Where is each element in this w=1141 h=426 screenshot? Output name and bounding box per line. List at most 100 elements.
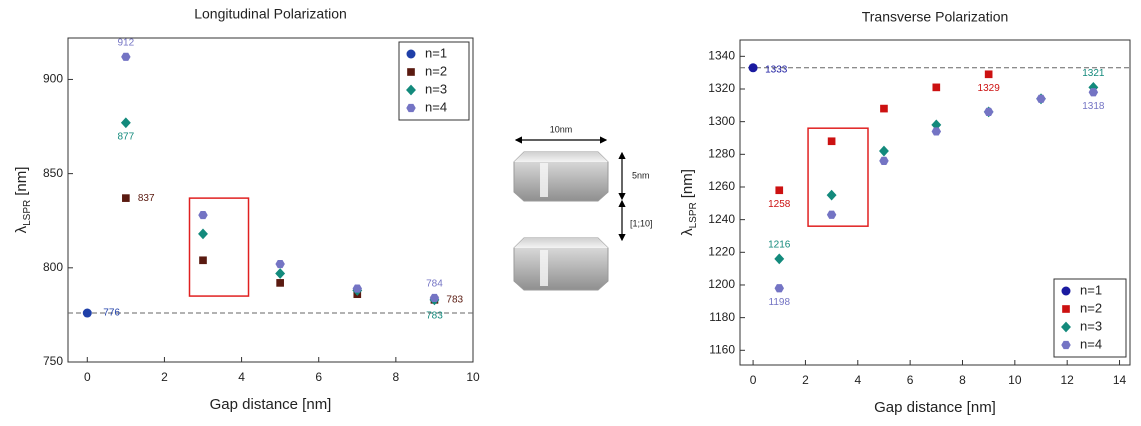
x-tick-label: 8 <box>959 373 966 387</box>
y-tick-label: 1200 <box>708 277 735 291</box>
x-tick-label: 2 <box>161 370 168 384</box>
value-label: 783 <box>446 294 463 305</box>
data-point <box>1088 81 1099 93</box>
legend-marker <box>406 49 416 59</box>
value-label: 1321 <box>1082 68 1105 79</box>
y-tick-label: 1300 <box>708 114 735 128</box>
legend-label: n=1 <box>425 45 447 60</box>
legend-marker <box>1061 321 1071 333</box>
x-tick-label: 0 <box>84 370 91 384</box>
gap-label: [1;10] <box>630 218 653 228</box>
y-axis-label-part: LSPR <box>22 200 33 226</box>
y-tick-label: 1340 <box>708 49 735 63</box>
y-axis-label-part: LSPR <box>688 202 699 228</box>
y-tick-label: 1280 <box>708 146 735 160</box>
data-point <box>1036 94 1046 103</box>
x-tick-label: 10 <box>466 370 480 384</box>
y-tick-label: 1160 <box>709 342 735 356</box>
height-label: 5nm <box>632 170 650 180</box>
value-label: 1333 <box>765 64 788 75</box>
legend-marker <box>407 68 415 76</box>
data-point <box>931 127 942 136</box>
value-label: 1216 <box>768 239 791 250</box>
legend-label: n=4 <box>1080 336 1102 351</box>
value-label: 912 <box>118 37 135 48</box>
value-label: 783 <box>426 310 443 321</box>
x-tick-label: 8 <box>393 370 400 384</box>
x-tick-label: 10 <box>1008 373 1022 387</box>
data-point <box>774 284 784 293</box>
data-point <box>276 279 284 287</box>
data-point <box>879 145 889 157</box>
y-tick-label: 1240 <box>708 212 735 226</box>
data-point <box>932 83 941 92</box>
y-axis-label-part: [nm] <box>13 167 30 196</box>
y-axis-label: λLSPR [nm] <box>679 169 699 236</box>
x-tick-label: 6 <box>315 370 322 384</box>
lower-particle <box>513 237 609 291</box>
x-tick-label: 2 <box>802 373 809 387</box>
value-label: 1329 <box>978 83 1001 94</box>
y-tick-label: 850 <box>43 166 63 180</box>
data-point <box>983 107 994 116</box>
legend-marker <box>1061 340 1071 350</box>
plot-frame <box>67 37 474 363</box>
data-point <box>748 63 758 73</box>
y-axis-label: λLSPR [nm] <box>13 167 33 234</box>
data-point <box>774 253 785 265</box>
y-tick-label: 1220 <box>708 244 735 258</box>
data-point <box>984 70 993 79</box>
data-point <box>120 117 131 129</box>
x-tick-label: 4 <box>854 373 861 387</box>
x-axis-label: Gap distance [nm] <box>874 399 996 416</box>
y-tick-label: 800 <box>43 260 63 274</box>
chart-title: Longitudinal Polarization <box>194 6 347 22</box>
value-label: 1318 <box>1082 101 1105 112</box>
value-label: 1258 <box>768 199 791 210</box>
chart-title: Transverse Polarization <box>862 9 1009 25</box>
highlight-box <box>807 127 869 227</box>
width-label: 10nm <box>550 124 573 134</box>
y-tick-label: 1180 <box>709 310 735 324</box>
data-point <box>880 104 888 113</box>
y-axis-label-part: λ <box>679 228 696 236</box>
value-label: 877 <box>118 131 135 142</box>
value-label: 776 <box>103 308 120 319</box>
data-point <box>826 189 837 201</box>
scatter-chart: Longitudinal Polarization 0 2 4 6 8 10 750 800 85… <box>13 6 480 413</box>
highlight-box <box>188 197 250 297</box>
data-point <box>121 52 131 61</box>
x-axis-label: Gap distance [nm] <box>210 396 332 413</box>
data-point <box>122 194 130 202</box>
x-tick-label: 12 <box>1061 373 1075 387</box>
legend-marker <box>1061 286 1071 296</box>
y-axis-label-part: [nm] <box>679 169 696 198</box>
data-point <box>826 210 837 219</box>
x-tick-label: 0 <box>750 373 757 387</box>
legend-marker <box>406 103 416 113</box>
value-label: 1198 <box>769 297 791 308</box>
upper-particle <box>513 151 609 202</box>
legend-label: n=1 <box>1080 282 1102 297</box>
data-point <box>275 259 285 269</box>
legend-label: n=3 <box>425 81 447 96</box>
legend-label: n=3 <box>1080 318 1102 333</box>
legend-label: n=2 <box>425 63 447 78</box>
legend-label: n=4 <box>425 99 447 114</box>
data-point <box>198 210 208 220</box>
y-tick-label: 900 <box>43 72 63 86</box>
plot-frame <box>739 39 1131 366</box>
x-tick-label: 4 <box>238 370 245 384</box>
nanoparticle-diagram: 10nm 5nm [1;10] <box>513 124 653 291</box>
data-point <box>199 256 207 265</box>
y-axis-label-part: λ <box>13 225 30 233</box>
legend-marker <box>1062 305 1070 313</box>
data-point <box>879 156 889 165</box>
data-point <box>82 308 92 318</box>
x-tick-label: 14 <box>1113 373 1127 387</box>
x-tick-label: 6 <box>907 373 914 387</box>
value-label: 784 <box>426 279 443 290</box>
data-point <box>275 268 286 279</box>
value-label: 837 <box>138 193 155 204</box>
